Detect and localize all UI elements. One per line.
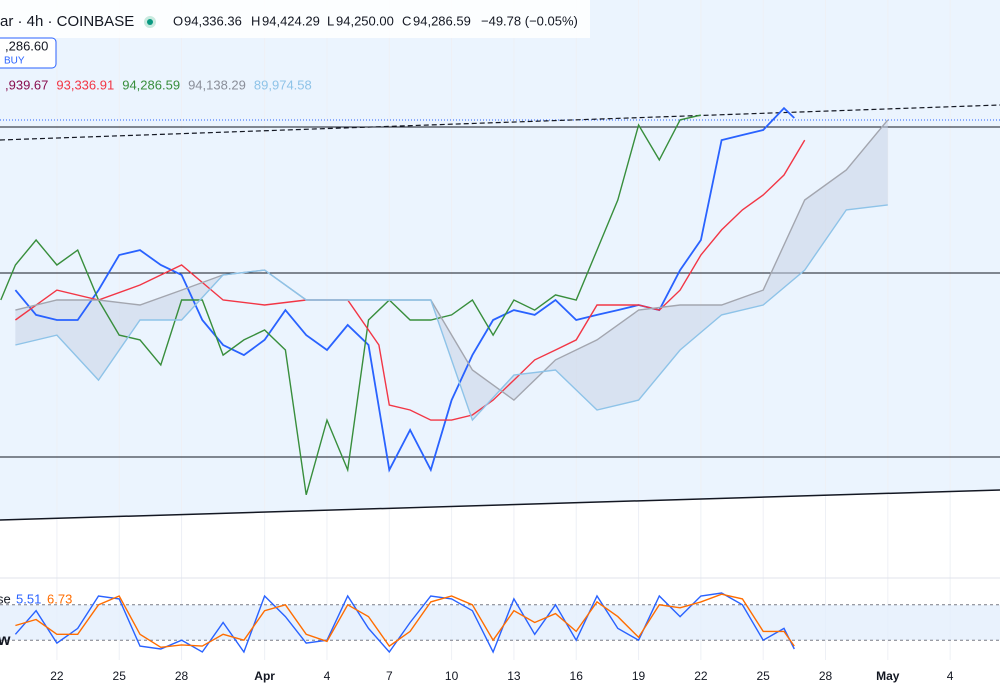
series-line xyxy=(14,592,795,654)
series-line xyxy=(0,114,702,495)
x-tick-label: 4 xyxy=(947,669,954,683)
x-tick-label: 22 xyxy=(50,669,64,683)
channel-fill xyxy=(0,0,1000,520)
buy-button[interactable] xyxy=(0,37,57,69)
x-tick-label: 4 xyxy=(324,669,331,683)
x-tick-label: 28 xyxy=(819,669,833,683)
symbol: ar · 4h · COINBASE xyxy=(0,13,134,30)
x-tick-label: 25 xyxy=(757,669,771,683)
series-line xyxy=(15,204,888,422)
cloud-fill xyxy=(15,119,888,421)
ohlc-change: −49.78 (−0.05%) xyxy=(481,13,578,28)
x-tick-label: 10 xyxy=(445,669,459,683)
marker-label: w xyxy=(0,632,11,649)
ohlc-label: O xyxy=(173,13,183,28)
x-tick-label: 16 xyxy=(570,669,584,683)
ohlc-value: 94,250.00 xyxy=(336,13,394,28)
x-tick-label: 7 xyxy=(386,669,393,683)
plot xyxy=(0,106,1000,654)
header-bg xyxy=(0,0,590,38)
indicator-values: ,939.67 93,336.91 94,286.59 94,138.29 89,974… xyxy=(5,77,312,92)
series-line xyxy=(14,139,806,421)
x-tick-label: 22 xyxy=(694,669,708,683)
indicator-label: se xyxy=(0,591,11,606)
trend-line xyxy=(0,104,1000,141)
ohlc-value: 94,424.29 xyxy=(262,13,320,28)
series-line xyxy=(14,106,795,473)
indicator-value: 89,974.58 xyxy=(254,77,312,92)
x-tick-label: 25 xyxy=(113,669,127,683)
buy-price[interactable]: ,286.60 xyxy=(5,38,48,53)
ohlc-label: H xyxy=(251,13,260,28)
series-line xyxy=(15,593,795,649)
indicator-d: 6.73 xyxy=(47,591,72,606)
indicator-value: 94,286.59 xyxy=(122,77,180,92)
indicator-value: ,939.67 xyxy=(5,77,48,92)
indicator-k: 5.51 xyxy=(16,591,41,606)
ohlc-value: 94,286.59 xyxy=(413,13,471,28)
x-tick-label: 13 xyxy=(507,669,521,683)
buy-label[interactable]: BUY xyxy=(4,56,25,67)
indicator-value: 94,138.29 xyxy=(188,77,246,92)
ohlc-label: C xyxy=(402,13,411,28)
indicator-value: 93,336.91 xyxy=(56,77,114,92)
trend-line xyxy=(0,489,1000,521)
x-tick-label: Apr xyxy=(254,669,275,683)
x-tick-label: 28 xyxy=(175,669,189,683)
ohlc-value: 94,336.36 xyxy=(184,13,242,28)
x-tick-label: May xyxy=(876,669,900,683)
x-tick-label: 19 xyxy=(632,669,646,683)
series-line xyxy=(15,119,889,402)
ohlc-label: L xyxy=(327,13,334,28)
status-dot xyxy=(147,19,153,25)
